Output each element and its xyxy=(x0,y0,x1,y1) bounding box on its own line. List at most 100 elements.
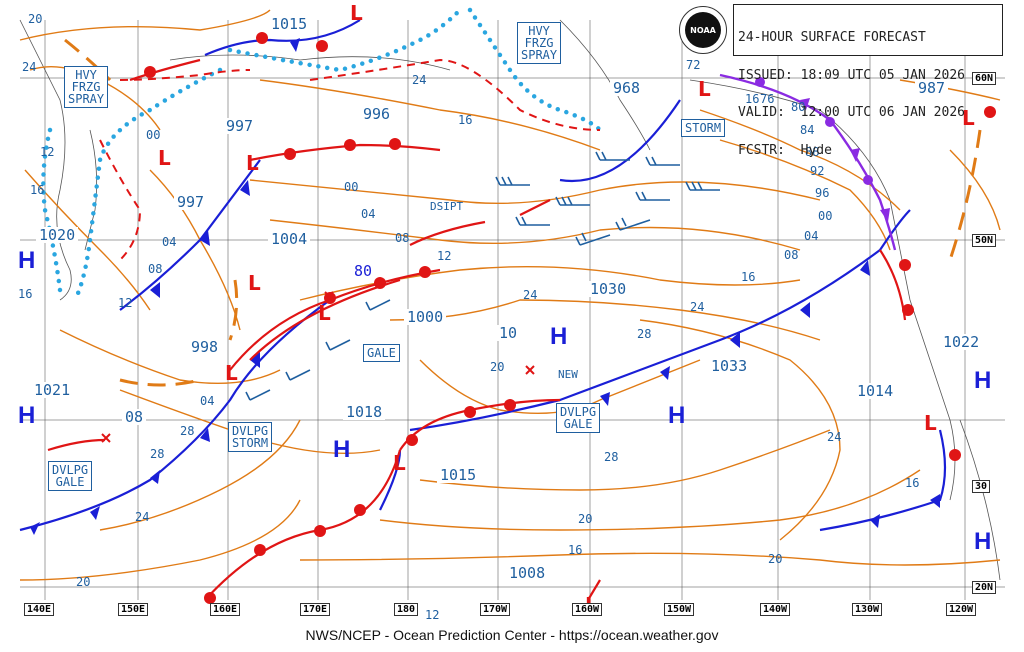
warning-hvy-frzg-spray: HVY FRZG SPRAY xyxy=(64,66,109,108)
pressure-box: 1014 xyxy=(854,383,897,399)
isobar-label: 04 xyxy=(361,207,376,221)
isobar-label: 72 xyxy=(686,58,701,72)
svg-text:L: L xyxy=(962,106,975,130)
isobar-label: 16 xyxy=(458,113,473,127)
isobar-label: 08 xyxy=(784,248,799,262)
isobar-label: 00 xyxy=(344,180,359,194)
high-center: H xyxy=(18,402,36,429)
isobar-label: 20 xyxy=(490,360,505,374)
isobar-label: 16 xyxy=(30,183,45,197)
lat-label: 50N xyxy=(972,234,997,247)
pressure-box: 1020 xyxy=(36,227,79,243)
isobar-label: 24 xyxy=(827,430,842,444)
lon-label: 180 xyxy=(394,603,419,616)
pressure-box: 08 xyxy=(122,409,147,425)
isobar-label: 24 xyxy=(412,73,427,87)
pressure-box: 1022 xyxy=(940,334,983,350)
warning-dvlpg-gale: DVLPG GALE xyxy=(556,403,601,433)
warning-hvy-frzg-spray: HVY FRZG SPRAY xyxy=(517,22,562,64)
isobar-label: 08 xyxy=(395,231,410,245)
isobar-label: 96 xyxy=(815,186,830,200)
pressure-box: 1015 xyxy=(268,16,311,32)
isobar-label: 12 xyxy=(118,296,133,310)
high-center: H xyxy=(974,367,992,394)
new-label: NEW xyxy=(558,368,578,381)
isobar-label: 00 xyxy=(146,128,161,142)
pressure-box: 1004 xyxy=(268,231,311,247)
header-issued: ISSUED: 18:09 UTC 05 JAN 2026 xyxy=(738,67,965,83)
lon-label: 150W xyxy=(664,603,695,616)
svg-text:L: L xyxy=(924,411,937,435)
svg-text:L: L xyxy=(350,1,363,25)
pressure-box: 1033 xyxy=(708,358,751,374)
high-center: H xyxy=(974,528,992,555)
isobar-label: 04 xyxy=(200,394,215,408)
isobar-label: 24 xyxy=(690,300,705,314)
isobar-label: 28 xyxy=(604,450,619,464)
isobar-label: 20 xyxy=(76,575,91,589)
isobar-label: 00 xyxy=(818,209,833,223)
ice-edge xyxy=(99,58,601,261)
x-marks xyxy=(101,291,535,443)
storm-track-arrows xyxy=(47,199,601,601)
isobar-label: 20 xyxy=(768,552,783,566)
pressure-box: 968 xyxy=(610,80,644,96)
high-center: H xyxy=(333,436,351,463)
pressure-box: 1030 xyxy=(587,281,630,297)
high-center: H xyxy=(18,247,36,274)
warning-storm: STORM xyxy=(681,119,726,137)
cold-front-triangles xyxy=(30,38,940,535)
isobar-label: 28 xyxy=(150,447,165,461)
isobar-label: 24 xyxy=(523,288,538,302)
pressure-box: 998 xyxy=(188,339,222,355)
troughs xyxy=(64,38,982,387)
footer-credit: NWS/NCEP - Ocean Prediction Center - htt… xyxy=(0,624,1024,652)
pressure-box: 997 xyxy=(223,118,257,134)
isobar-label: 24 xyxy=(22,60,37,74)
pressure-box: 10 xyxy=(496,325,521,341)
isobar-label: 16 xyxy=(745,92,760,106)
noaa-logo: NOAA xyxy=(679,6,727,54)
lon-label: 170E xyxy=(300,603,331,616)
warning-dvlpg-gale: DVLPG GALE xyxy=(48,461,93,491)
isobar-label: 28 xyxy=(180,424,195,438)
high-center: H xyxy=(550,323,568,350)
lon-label: 170W xyxy=(480,603,511,616)
lon-label: 140W xyxy=(760,603,791,616)
isobar-label: 16 xyxy=(741,270,756,284)
lon-label: 130W xyxy=(852,603,883,616)
pressure-box: 1021 xyxy=(31,382,74,398)
lon-label: 140E xyxy=(24,603,55,616)
header-title: 24-HOUR SURFACE FORECAST xyxy=(738,30,926,45)
isobar-label: 16 xyxy=(905,476,920,490)
header-forecaster: FCSTR: Hyde xyxy=(738,142,832,158)
isobar-label: 12 xyxy=(40,145,55,159)
pressure-box: 996 xyxy=(360,106,394,122)
isobar-label: 28 xyxy=(637,327,652,341)
lat-label: 20N xyxy=(972,581,997,594)
pressure-box: 1018 xyxy=(343,404,386,420)
svg-text:L: L xyxy=(318,301,331,325)
pressure-box: 987 xyxy=(915,80,949,96)
isobar-label: 88 xyxy=(805,145,820,159)
isobar-label: 84 xyxy=(800,123,815,137)
wind-barbs xyxy=(245,151,720,401)
svg-text:L: L xyxy=(246,151,259,175)
isobar-label: 76 xyxy=(760,92,775,106)
freezing-spray-lines xyxy=(41,7,603,303)
isobar-label: 08 xyxy=(148,262,163,276)
pressure-box: 80 xyxy=(351,263,376,279)
warning-dvlpg-storm: DVLPG STORM xyxy=(228,422,273,452)
svg-text:L: L xyxy=(393,451,406,475)
isobar-label: 16 xyxy=(568,543,583,557)
isobar-label: 04 xyxy=(162,235,177,249)
lon-label: 160W xyxy=(572,603,603,616)
isobar-label: 20 xyxy=(578,512,593,526)
warning-gale: GALE xyxy=(363,344,400,362)
dsipt-label: DSIPT xyxy=(430,200,464,213)
svg-text:L: L xyxy=(225,361,238,385)
svg-text:L: L xyxy=(248,271,261,295)
lat-label: 60N xyxy=(972,72,997,85)
isobar-label: 12 xyxy=(425,608,440,622)
isobar-label: 92 xyxy=(810,164,825,178)
